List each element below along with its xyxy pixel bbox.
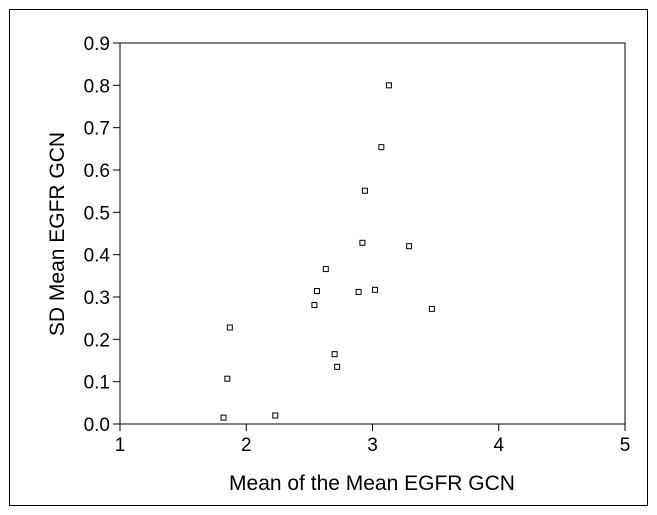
x-axis-title: Mean of the Mean EGFR GCN [229, 472, 515, 495]
data-point [313, 288, 320, 295]
y-tick-label: 0.4 [84, 246, 111, 267]
data-point [311, 302, 318, 309]
data-point [361, 187, 368, 194]
y-tick-label: 0.5 [84, 203, 110, 224]
y-tick-label: 0.9 [84, 34, 110, 55]
data-point [385, 82, 392, 89]
x-tick-label: 3 [367, 435, 378, 456]
y-axis-title: SD Mean EGFR GCN [46, 132, 69, 336]
y-tick-label: 0.7 [84, 119, 110, 140]
y-axis: 0.0 0.1 0.2 0.3 0.4 0.5 0.6 0.7 0.8 0.9 [84, 34, 120, 436]
data-points [220, 82, 435, 421]
data-point [334, 363, 341, 370]
chart-frame [9, 9, 648, 506]
y-tick-label: 0.8 [84, 76, 110, 97]
data-point [226, 324, 233, 331]
x-tick-label: 1 [115, 435, 126, 456]
x-tick-label: 2 [241, 435, 252, 456]
data-point [322, 266, 329, 273]
data-point [220, 414, 227, 421]
y-tick-label: 0.3 [84, 288, 110, 309]
data-point [331, 351, 338, 358]
y-tick-label: 0.0 [84, 415, 110, 436]
x-tick-label: 5 [620, 435, 631, 456]
data-point [359, 239, 366, 246]
data-point [372, 286, 379, 293]
y-tick-label: 0.1 [84, 373, 110, 394]
data-point [272, 412, 279, 419]
y-tick-label: 0.6 [84, 161, 110, 182]
data-point [378, 144, 385, 151]
y-tick-label: 0.2 [84, 330, 110, 351]
x-axis: 1 2 3 4 5 [115, 424, 631, 456]
data-point [224, 375, 231, 382]
data-point [355, 288, 362, 295]
plot-area [119, 42, 626, 425]
data-point [428, 305, 435, 312]
data-point [406, 243, 413, 250]
x-tick-label: 4 [493, 435, 504, 456]
